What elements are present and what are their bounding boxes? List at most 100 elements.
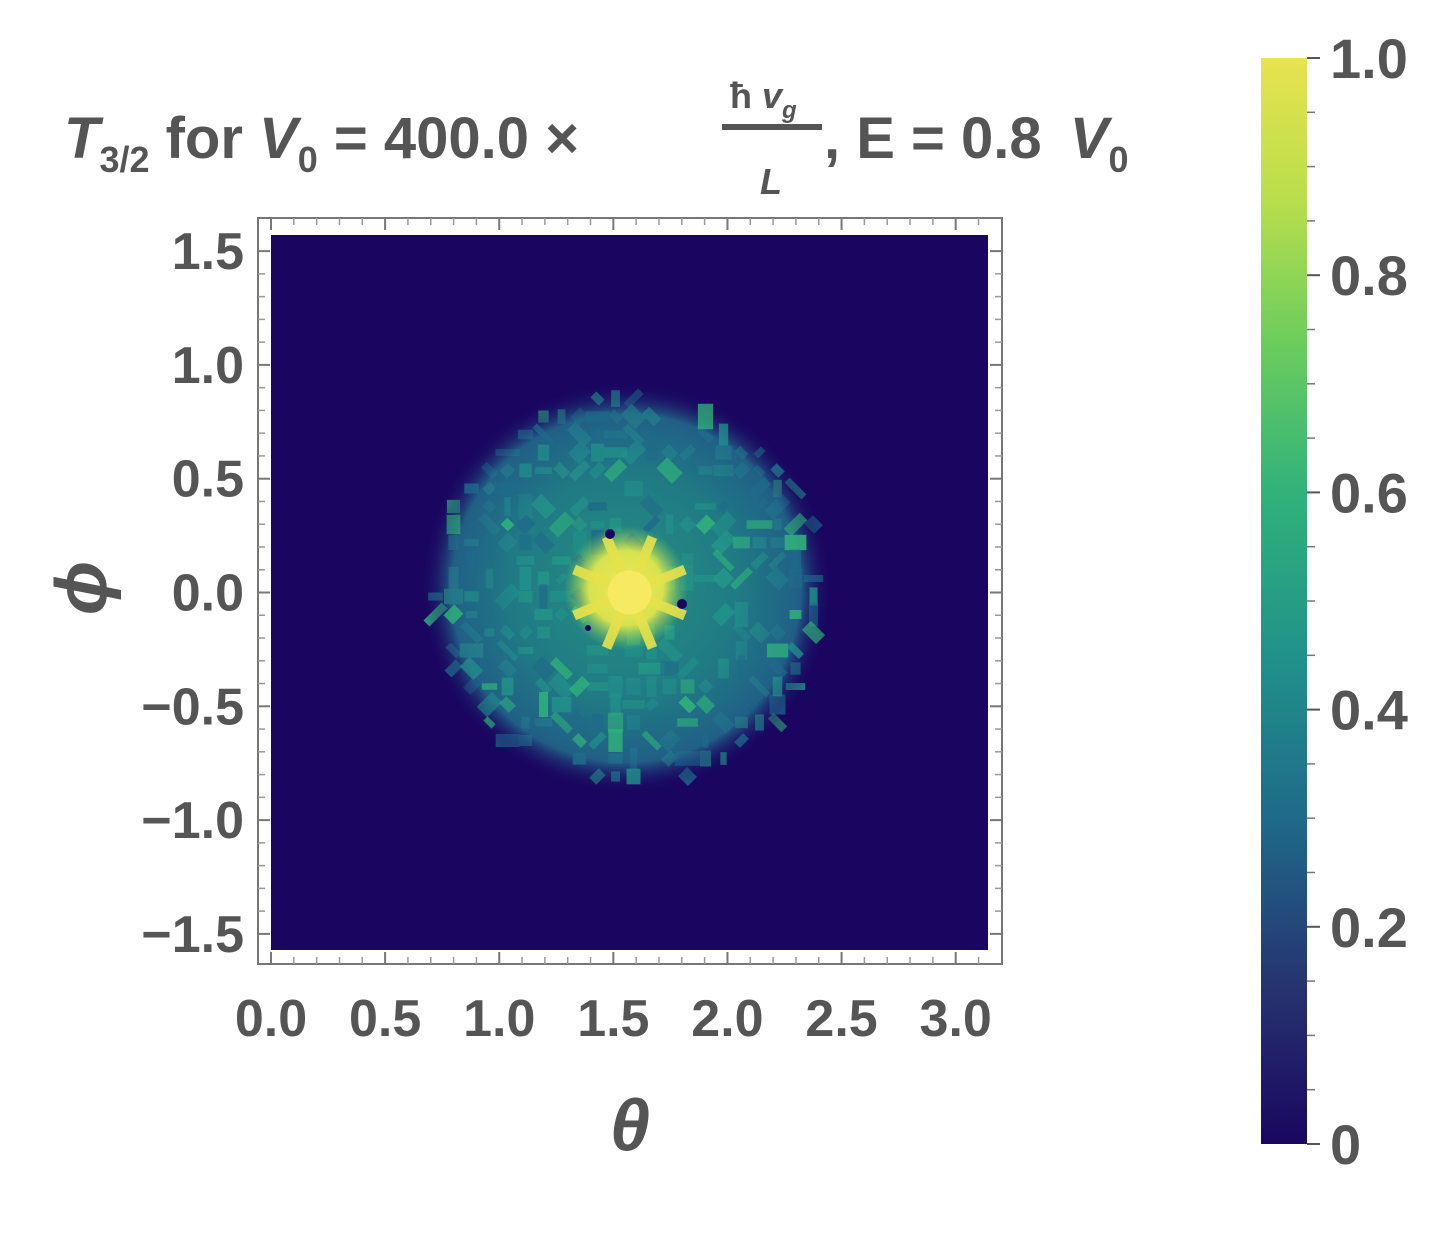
heatmap-area (271, 235, 988, 950)
x-axis-label: θ (610, 1086, 650, 1166)
disk-tile (532, 531, 555, 554)
core-dark-spot (677, 599, 687, 609)
disk-tile (801, 620, 826, 645)
disk-tile (770, 463, 785, 478)
disk-tile (646, 444, 657, 461)
disk-tile (591, 714, 604, 731)
disk-tile (656, 457, 683, 484)
colorbar-tick-label: 0.2 (1330, 896, 1408, 959)
disk-tile (476, 691, 503, 718)
svg-text:, E = 0.8 V0: , E = 0.8 V0 (824, 106, 1128, 180)
disk-tile (783, 512, 808, 537)
disk-tile (680, 679, 695, 694)
disk-tile (677, 718, 698, 727)
disk-tile (626, 768, 641, 785)
disk-tile (519, 534, 532, 551)
disk-tile (697, 403, 714, 430)
title-frac-sub: g (781, 97, 797, 124)
y-tick-label: 1.5 (172, 223, 244, 281)
disk-tile (538, 691, 549, 718)
title-v2-sub: 0 (1108, 139, 1128, 180)
x-tick-label: 2.0 (691, 990, 763, 1048)
disk-tile (750, 551, 769, 570)
disk-tile (500, 517, 515, 532)
disk-tile (660, 661, 679, 676)
disk-tile (611, 771, 620, 782)
disk-tile (642, 515, 661, 534)
colorbar-gradient (1261, 58, 1307, 1144)
colorbar-tick-label: 1.0 (1330, 27, 1408, 90)
disk-tile (483, 716, 496, 729)
y-axis-label: ϕ (42, 561, 122, 616)
disk-tile (702, 733, 709, 748)
disk-tile (446, 514, 461, 535)
disk-tile (676, 657, 700, 681)
disk-tile (710, 511, 737, 538)
disk-tile (603, 447, 628, 458)
disk-tile (767, 658, 788, 679)
disk-tile (499, 696, 516, 713)
y-tick-label: −1.5 (141, 906, 244, 964)
colorbar-tick-label: 0.6 (1330, 461, 1408, 524)
disk-tile (750, 497, 769, 516)
disk-tile (789, 610, 802, 620)
x-axis-ticks: 0.0 0.5 1.0 1.5 2.0 2.5 3.0 (235, 218, 992, 1048)
disk-tile (588, 731, 607, 750)
disk-tile (588, 502, 607, 511)
y-tick-label: −1.0 (141, 792, 244, 850)
disk-tile (678, 695, 697, 714)
disk-tile (772, 676, 783, 697)
y-tick-label: −0.5 (141, 678, 244, 736)
disk-tile (428, 592, 443, 601)
disk-tile (716, 499, 731, 514)
disk-tile (568, 675, 591, 698)
title-eq: = 400.0 × (318, 106, 579, 171)
disk-tile (501, 677, 514, 696)
disk-tile (738, 655, 745, 682)
disk-tile (809, 587, 818, 606)
colorbar: 1.0 0.8 0.6 0.4 0.2 0 (1261, 27, 1408, 1176)
disk-tile (448, 535, 459, 550)
disk-tile (519, 566, 532, 591)
disk-tile (611, 390, 620, 407)
title-t-sub: 3/2 (99, 139, 149, 180)
disk-tile (720, 752, 727, 765)
y-tick-label: 0.5 (172, 451, 244, 509)
core-peak (607, 570, 652, 615)
disk-tile (639, 494, 664, 519)
disk-tile (718, 423, 729, 446)
disk-tile (567, 710, 593, 736)
disk-tile (607, 712, 624, 733)
disk-tile (531, 656, 556, 681)
disk-tile (572, 752, 587, 765)
disk-tile (516, 556, 535, 565)
disk-tile (590, 391, 605, 406)
disk-tile (608, 729, 623, 752)
title-v-symbol: V (259, 106, 302, 171)
disk-tile (554, 607, 569, 622)
disk-tile (588, 461, 607, 480)
disk-tile (532, 423, 555, 446)
disk-tile (734, 733, 749, 748)
disk-tile (550, 711, 573, 734)
y-tick-label: 0.0 (172, 565, 244, 623)
disk-tile (548, 511, 575, 538)
plot-frame (257, 217, 1003, 965)
title-v2-symbol: V (1070, 106, 1113, 171)
disk-tile (589, 768, 606, 785)
disk-tile (590, 443, 605, 462)
disk-tile (712, 549, 735, 572)
disk-tile (787, 642, 804, 659)
disk-tile (591, 428, 604, 441)
disk-tile (784, 534, 807, 551)
y-axis-ticks: 1.5 1.0 0.5 0.0 −0.5 −1.0 −1.5 (141, 223, 1002, 964)
disk-tile (790, 662, 801, 675)
title-t-symbol: T (64, 106, 104, 171)
disk-tile (788, 568, 803, 589)
disk-tile (467, 551, 476, 570)
svg-text:ħvg: ħ vg (730, 75, 797, 124)
disk-tile (519, 463, 532, 478)
disk-tile (537, 444, 550, 461)
x-tick-label: 2.5 (805, 990, 877, 1048)
